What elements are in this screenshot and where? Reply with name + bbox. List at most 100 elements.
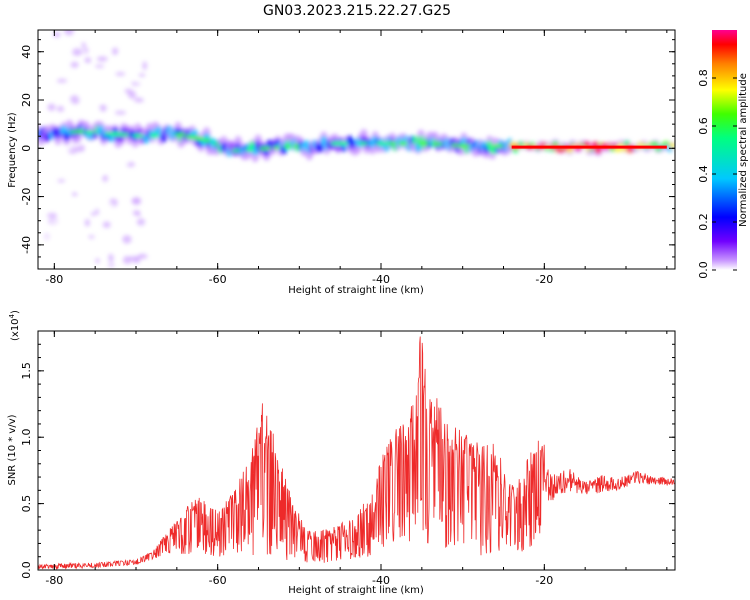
ridge-hotspot (149, 133, 159, 138)
noise-blob (64, 30, 74, 36)
x-tick-label: -60 (209, 273, 227, 286)
noise-blob (276, 45, 283, 50)
noise-blob (51, 235, 60, 241)
noise-blob (106, 104, 116, 113)
noise-blob (140, 244, 149, 253)
x-tick-label: -80 (45, 273, 63, 286)
noise-blob (40, 35, 50, 44)
noise-blob (76, 78, 86, 84)
y-tick-label: -40 (20, 236, 33, 254)
noise-blob (390, 250, 402, 255)
ridge-hotspot (292, 144, 300, 149)
snr-multiplier: (x104) (8, 310, 21, 341)
spectrogram-heatmap (38, 30, 675, 269)
noise-blob (406, 180, 419, 188)
ridge-hotspot (332, 141, 344, 146)
noise-blob (110, 160, 121, 166)
y-tick-label: -20 (20, 188, 33, 206)
noise-blob (129, 255, 142, 261)
noise-blob (61, 91, 66, 100)
noise-blob (133, 264, 144, 268)
noise-blob (108, 149, 114, 159)
noise-blob (526, 192, 533, 199)
noise-blob (391, 262, 399, 269)
noise-blob (243, 223, 251, 231)
noise-blob (66, 100, 72, 107)
noise-blob (79, 200, 91, 208)
noise-blob (91, 95, 102, 103)
noise-blob (187, 162, 193, 171)
noise-blob (135, 80, 146, 85)
noise-blob (53, 241, 65, 246)
noise-blob (98, 104, 108, 112)
spectrogram-frame (37, 29, 676, 270)
noise-blob (94, 64, 105, 68)
noise-blob (98, 31, 106, 39)
noise-blob (88, 204, 98, 211)
noise-blob (45, 76, 57, 81)
noise-blob (95, 247, 100, 251)
ridge-hotspot (73, 129, 85, 134)
noise-blob (70, 61, 79, 68)
noise-blob (79, 166, 85, 170)
noise-blob (366, 55, 378, 60)
noise-blob (264, 38, 273, 44)
colorbar-tick-label: 0.0 (697, 261, 710, 279)
noise-blob (487, 166, 499, 175)
spectrogram-ticks: -80 -60 -40 -20 -40 -20 0 20 40 (20, 30, 675, 286)
noise-blob (486, 47, 493, 51)
noise-blob (373, 222, 380, 229)
noise-blob (312, 190, 320, 197)
ridge-hotspot (273, 145, 280, 150)
y-tick-label: 1.5 (20, 362, 33, 380)
noise-blob (64, 146, 74, 151)
noise-blob (495, 219, 501, 229)
noise-blob (84, 218, 90, 227)
noise-blob (111, 240, 121, 247)
noise-blob (377, 180, 389, 190)
ridge-hotspot (451, 143, 458, 148)
noise-blob (434, 96, 443, 103)
noise-blob (72, 48, 83, 56)
noise-blob (61, 185, 71, 195)
spectrogram-panel: -80 -60 -40 -20 -40 -20 0 20 40 Height of straig… (7, 29, 676, 296)
noise-blob (315, 213, 320, 222)
noise-blob (141, 91, 152, 98)
noise-blob (491, 67, 503, 72)
x-tick-label: -20 (535, 574, 553, 587)
colorbar-label: Normalized spectral amplitude (738, 73, 749, 227)
ridge-hotspot (84, 130, 95, 135)
noise-blob (38, 152, 41, 159)
noise-blob (144, 211, 153, 216)
noise-blob (94, 208, 99, 216)
noise-blob (177, 249, 183, 255)
noise-blob (118, 177, 126, 186)
noise-blob (367, 257, 373, 261)
ridge-hotspot (185, 134, 197, 139)
noise-blob (368, 36, 376, 41)
noise-blob (88, 72, 96, 81)
noise-blob (142, 61, 148, 71)
noise-blob (274, 254, 286, 263)
colorbar-tick-label: 0.2 (697, 213, 710, 231)
noise-blob (561, 246, 573, 255)
ridge-hotspot (358, 141, 369, 146)
y-tick-label: 0.5 (20, 495, 33, 512)
noise-blob (115, 72, 126, 76)
noise-blob (223, 257, 233, 266)
colorbar-tick-label: 0.8 (697, 69, 710, 87)
noise-blob (102, 221, 111, 228)
noise-blob (583, 91, 593, 96)
noise-blob (282, 238, 294, 245)
colorbar-gradient (712, 30, 737, 270)
noise-blob (446, 104, 457, 113)
noise-blob (466, 196, 471, 203)
noise-blob (330, 68, 338, 75)
noise-blob (145, 182, 157, 187)
noise-blob (200, 45, 207, 52)
ridge-core (623, 140, 631, 147)
noise-blob (75, 152, 80, 158)
noise-blob (206, 79, 211, 87)
ridge-hotspot (118, 132, 131, 137)
noise-blob (582, 64, 589, 72)
